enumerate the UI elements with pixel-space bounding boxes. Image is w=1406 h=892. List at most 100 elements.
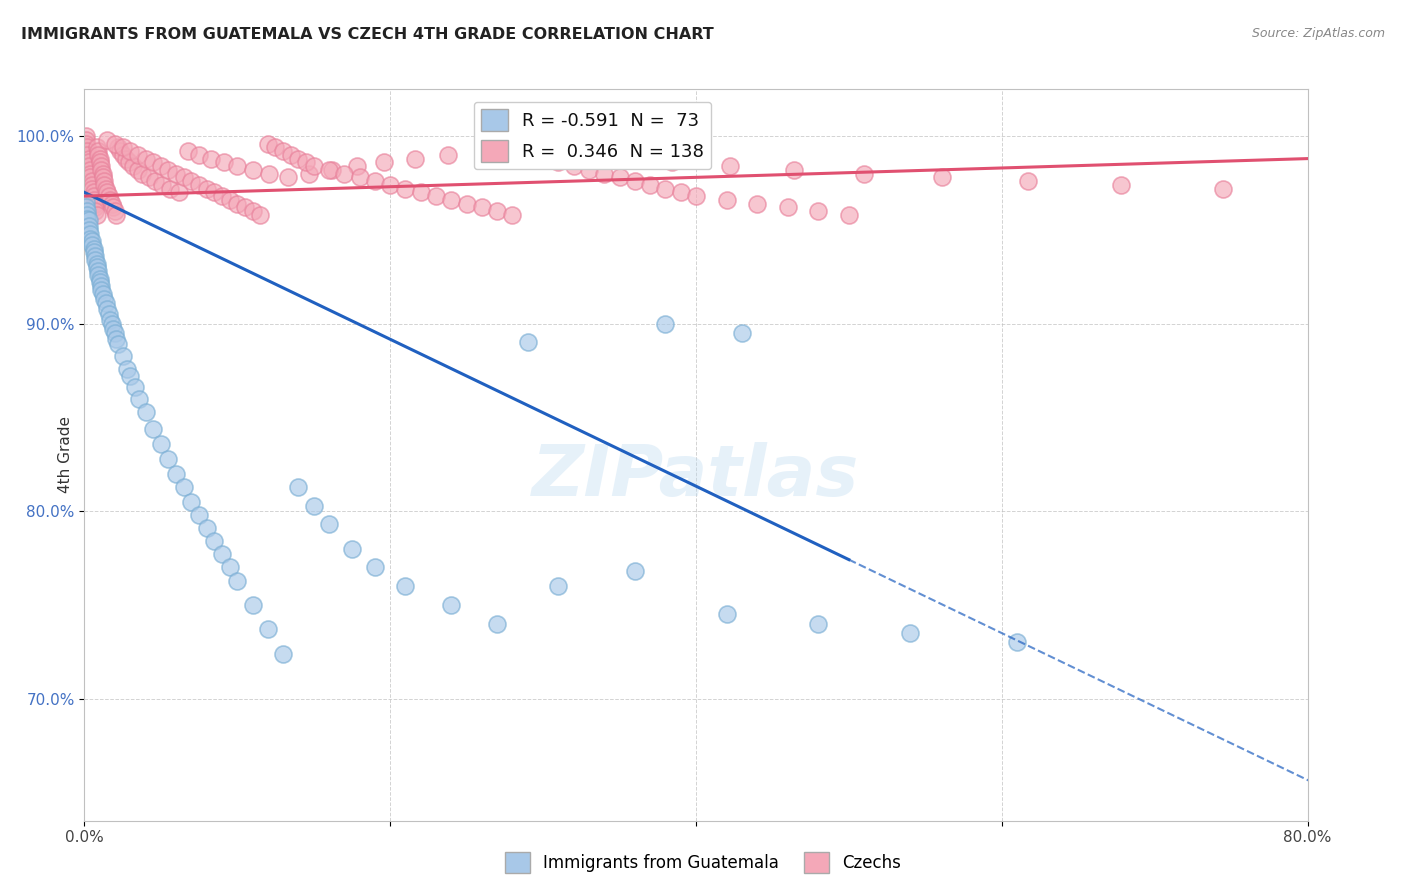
Point <box>838 208 860 222</box>
Point <box>242 162 264 177</box>
Point <box>409 186 432 200</box>
Point <box>93 292 115 306</box>
Point <box>661 155 683 169</box>
Point <box>96 301 118 316</box>
Point <box>593 167 616 181</box>
Point <box>202 186 225 200</box>
Point <box>474 144 496 158</box>
Point <box>107 140 129 154</box>
Point <box>90 159 112 173</box>
Point <box>318 517 340 532</box>
Point <box>124 380 146 394</box>
Point <box>97 307 120 321</box>
Point <box>654 317 676 331</box>
Point <box>394 579 416 593</box>
Point <box>87 148 110 162</box>
Point <box>80 181 103 195</box>
Point <box>1017 174 1039 188</box>
Text: Source: ZipAtlas.com: Source: ZipAtlas.com <box>1251 27 1385 40</box>
Point <box>86 257 108 271</box>
Point <box>195 521 218 535</box>
Point <box>340 541 363 556</box>
Point <box>188 148 211 162</box>
Point <box>108 144 131 158</box>
Point <box>111 140 134 154</box>
Point <box>142 155 165 169</box>
Point <box>513 140 536 154</box>
Point <box>84 196 107 211</box>
Point <box>86 260 108 275</box>
Point <box>404 152 426 166</box>
Point <box>96 133 118 147</box>
Point <box>502 208 524 222</box>
Point <box>135 405 157 419</box>
Point <box>87 264 110 278</box>
Point <box>1212 181 1234 195</box>
Point <box>83 189 105 203</box>
Point <box>98 193 121 207</box>
Point <box>114 152 136 166</box>
Point <box>180 174 202 188</box>
Point <box>931 170 953 185</box>
Point <box>79 170 101 185</box>
Point <box>716 193 738 207</box>
Point <box>103 322 125 336</box>
Point <box>1005 635 1028 649</box>
Point <box>685 189 707 203</box>
Point <box>75 129 97 144</box>
Point <box>76 144 98 158</box>
Point <box>84 204 107 219</box>
Point <box>93 178 115 192</box>
Point <box>188 178 211 192</box>
Point <box>149 159 172 173</box>
Point <box>346 159 368 173</box>
Point <box>104 204 127 219</box>
Point <box>89 271 111 285</box>
Point <box>195 181 218 195</box>
Point <box>128 392 150 406</box>
Point <box>101 317 124 331</box>
Point <box>86 140 108 154</box>
Point <box>77 219 100 233</box>
Point <box>654 181 676 195</box>
Point <box>425 189 447 203</box>
Point <box>609 170 631 185</box>
Point <box>333 167 356 181</box>
Point <box>394 181 416 195</box>
Point <box>87 268 110 282</box>
Point <box>97 189 120 203</box>
Text: ZIPatlas: ZIPatlas <box>533 442 859 511</box>
Point <box>167 186 190 200</box>
Point <box>516 148 538 162</box>
Point <box>138 170 160 185</box>
Point <box>807 204 830 219</box>
Point <box>218 193 240 207</box>
Point <box>264 140 287 154</box>
Point <box>89 155 111 169</box>
Point <box>212 155 235 169</box>
Point <box>120 369 142 384</box>
Point <box>898 626 921 640</box>
Point <box>716 607 738 622</box>
Point <box>79 227 101 241</box>
Point <box>776 200 799 214</box>
Point <box>111 148 134 162</box>
Point <box>440 598 463 612</box>
Point <box>143 174 166 188</box>
Point <box>84 249 107 263</box>
Point <box>83 245 105 260</box>
Point <box>257 623 280 637</box>
Point <box>280 148 302 162</box>
Point <box>84 200 107 214</box>
Point <box>149 436 172 450</box>
Point <box>84 252 107 267</box>
Point <box>142 422 165 436</box>
Point <box>90 283 112 297</box>
Point <box>103 200 125 214</box>
Point <box>86 208 108 222</box>
Point <box>83 186 105 200</box>
Point <box>298 167 321 181</box>
Point <box>122 159 145 173</box>
Point <box>173 170 195 185</box>
Point <box>364 174 387 188</box>
